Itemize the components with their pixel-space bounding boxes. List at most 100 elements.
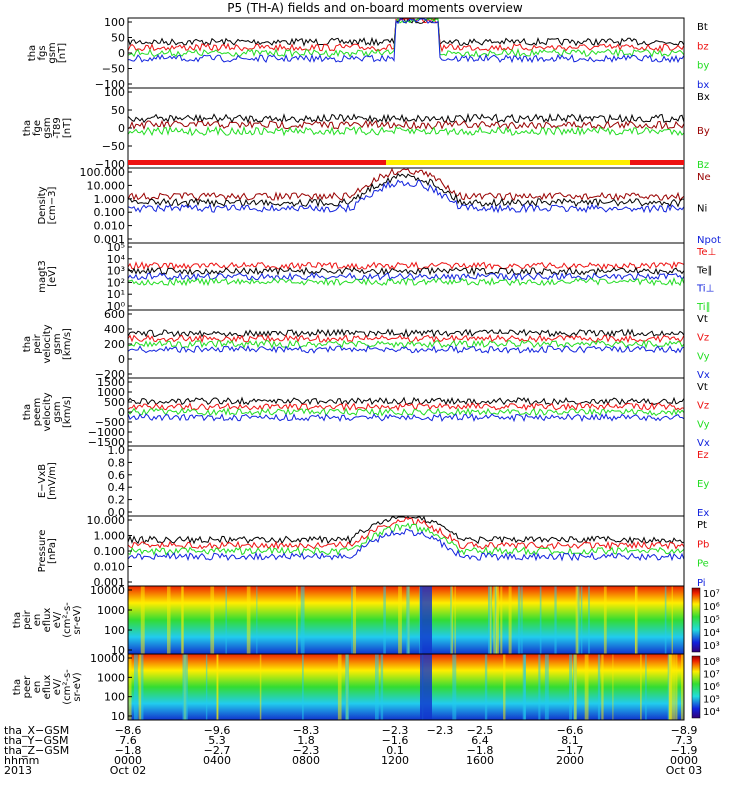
footer-value: −8.9 bbox=[671, 724, 698, 737]
spectrogram-streak bbox=[484, 654, 488, 720]
y-tick-label: 0.6 bbox=[108, 469, 126, 482]
y-tick-label: 1000 bbox=[97, 671, 125, 684]
spectrogram-streak bbox=[635, 586, 637, 654]
chart-title: P5 (TH-A) fields and on-board moments ov… bbox=[227, 1, 523, 15]
y-axis-label: [nT] bbox=[57, 43, 68, 63]
legend-Te∥: Te∥ bbox=[696, 265, 713, 276]
y-tick-label: 10⁵ bbox=[107, 241, 125, 254]
y-tick-label: 10000 bbox=[90, 652, 125, 665]
y-tick-label: 50 bbox=[111, 32, 125, 45]
spectrogram-streak bbox=[302, 654, 304, 720]
spectrogram-streak bbox=[601, 654, 604, 720]
y-tick-label: 0 bbox=[118, 47, 125, 60]
y-tick-label: 10 bbox=[111, 710, 125, 723]
legend-Vz: Vz bbox=[697, 333, 709, 344]
spectrogram-streak bbox=[210, 586, 215, 654]
fgs-bz-trace bbox=[127, 18, 685, 53]
footer-row-label: 2013 bbox=[4, 764, 32, 777]
legend-Npot: Npot bbox=[697, 235, 721, 246]
spectrogram-streak bbox=[672, 654, 676, 720]
legend-Ne: Ne bbox=[697, 172, 711, 183]
spectrogram-streak bbox=[538, 654, 541, 720]
spectrogram-streak bbox=[345, 654, 349, 720]
y-tick-label: 0.010 bbox=[94, 220, 126, 233]
colorbar-label: 10⁷ bbox=[703, 589, 720, 600]
spectrogram-streak bbox=[681, 654, 685, 720]
panel-fge: 100 50 0 −50 −100 tha fge gsm -T89 [nT] Bx By Bz bbox=[22, 86, 710, 171]
legend-Ni: Ni bbox=[697, 204, 707, 215]
spectrogram-streak bbox=[489, 586, 492, 654]
spectrogram-streak bbox=[140, 586, 145, 654]
spectrogram-streak bbox=[603, 586, 607, 654]
peem_vel-Vy-trace bbox=[127, 407, 685, 417]
y-axis-label: [km/s] bbox=[62, 396, 73, 428]
fge-Bx-trace bbox=[127, 112, 685, 124]
y-tick-label: 1500 bbox=[97, 376, 125, 389]
spectrogram-streak bbox=[216, 654, 219, 720]
y-axis-label: E−VxB bbox=[37, 464, 48, 498]
y-axis-label: velocity bbox=[42, 324, 53, 363]
y-tick-label: 10 bbox=[111, 644, 125, 657]
legend-Pt: Pt bbox=[697, 520, 707, 531]
y-tick-label: −500 bbox=[95, 416, 125, 429]
footer-value: 2000 bbox=[556, 754, 584, 767]
footer-value: −2.5 bbox=[467, 724, 494, 737]
y-tick-label: 1.000 bbox=[94, 530, 126, 543]
spectrogram-streak bbox=[645, 654, 647, 720]
fgs-Bt-trace bbox=[127, 17, 685, 47]
y-axis-label: eV/ bbox=[52, 611, 63, 628]
y-axis-label: tha bbox=[12, 679, 23, 695]
y-axis-label: fge bbox=[32, 120, 43, 136]
temp-Te∥-trace bbox=[127, 266, 685, 276]
legend-Vz: Vz bbox=[697, 401, 709, 412]
pressure-Pe-trace bbox=[127, 522, 685, 556]
y-tick-label: −50 bbox=[102, 140, 125, 153]
spectrogram-streak bbox=[503, 654, 506, 720]
fge-By-trace bbox=[127, 119, 685, 131]
y-axis-label: eflux bbox=[42, 675, 53, 700]
spectrogram-streak bbox=[450, 586, 452, 654]
legend-Ez: Ez bbox=[697, 450, 709, 461]
legend-Vt: Vt bbox=[697, 382, 708, 393]
footer-value: −2.3 bbox=[293, 744, 320, 757]
y-tick-label: 400 bbox=[104, 323, 125, 336]
colorbar-label: 10⁸ bbox=[703, 657, 720, 668]
colorbar-label: 10⁴ bbox=[703, 628, 720, 639]
y-tick-label: 0.0 bbox=[108, 506, 126, 519]
spectrogram-streak bbox=[574, 654, 577, 720]
y-tick-label: 0.001 bbox=[94, 233, 126, 246]
y-tick-label: 0.4 bbox=[108, 481, 126, 494]
spectrogram-streak bbox=[383, 586, 386, 654]
y-axis-label: sr-eV) bbox=[72, 672, 83, 701]
spectrogram-streak bbox=[181, 586, 184, 654]
footer-value: Oct 02 bbox=[110, 764, 147, 777]
y-tick-label: −1000 bbox=[88, 426, 125, 439]
legend-Ti∥: Ti∥ bbox=[696, 302, 711, 313]
peir_vel-Vz-trace bbox=[127, 333, 685, 344]
spectrogram-streak bbox=[380, 654, 384, 720]
y-tick-label: 10.000 bbox=[87, 514, 126, 527]
y-tick-label: 100 bbox=[104, 624, 125, 637]
spectrogram-streak bbox=[544, 654, 549, 720]
legend-Pi: Pi bbox=[697, 578, 706, 589]
y-axis-label: velocity bbox=[42, 392, 53, 431]
y-axis-label: peir bbox=[32, 333, 43, 353]
footer-value: 1600 bbox=[466, 754, 494, 767]
y-axis-label: gsm bbox=[42, 117, 53, 138]
spectrogram-streak bbox=[225, 586, 227, 654]
panel-frame bbox=[127, 167, 685, 244]
spectrogram-streak bbox=[296, 586, 298, 654]
legend-Ex: Ex bbox=[697, 508, 709, 519]
spectrogram-streak bbox=[454, 586, 456, 654]
peir_vel-Vx-trace bbox=[127, 344, 685, 354]
panel-peir_eflux: 10⁷ 10⁶ 10⁵ 10⁴ 10³ 10000 1000 100 10 tha peir en ef… bbox=[12, 584, 720, 657]
y-axis-label: sr-eV) bbox=[72, 605, 83, 634]
spectrogram-streak bbox=[138, 654, 142, 720]
spectrogram-streak bbox=[575, 586, 579, 654]
y-tick-label: 0.010 bbox=[94, 561, 126, 574]
y-axis-label: gsm bbox=[47, 42, 58, 63]
y-axis-label: tha bbox=[27, 45, 38, 61]
spectrogram-streak bbox=[450, 586, 454, 654]
